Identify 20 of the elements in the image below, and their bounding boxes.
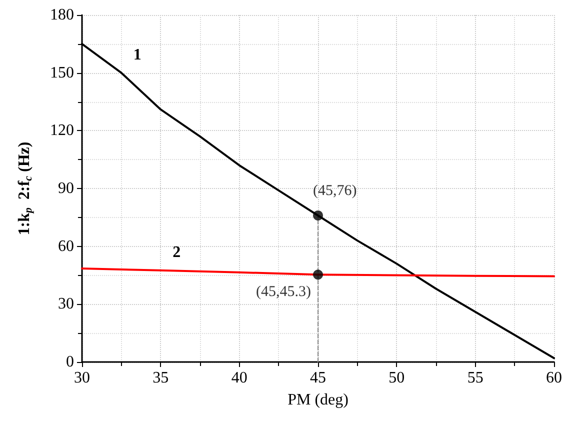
x-axis-title: PM (deg)	[288, 392, 348, 408]
y-tick-label: 30	[58, 296, 74, 313]
x-tick-label: 60	[546, 370, 562, 386]
annotation: (45,45.3)	[256, 284, 311, 300]
y-tick-label: 150	[50, 64, 74, 82]
x-tick-label: 50	[388, 370, 405, 386]
x-tick-label: 55	[467, 370, 484, 386]
x-tick-label: 40	[231, 370, 248, 386]
y-tick-label: 0	[66, 354, 74, 370]
y-tick-label: 90	[58, 180, 74, 197]
y-axis-title: 1:kp 2:fc (Hz)	[16, 142, 34, 236]
series-label: 2	[172, 244, 181, 261]
x-tick-label: 30	[74, 370, 90, 386]
y-tick-label: 60	[58, 238, 74, 255]
y-tick-label: 180	[50, 6, 74, 24]
y-tick-label: 120	[50, 122, 74, 140]
series-label: 1	[133, 46, 142, 64]
x-tick-label: 35	[152, 370, 169, 386]
x-tick-label: 45	[310, 370, 326, 386]
annotation: (45,76)	[313, 182, 357, 199]
